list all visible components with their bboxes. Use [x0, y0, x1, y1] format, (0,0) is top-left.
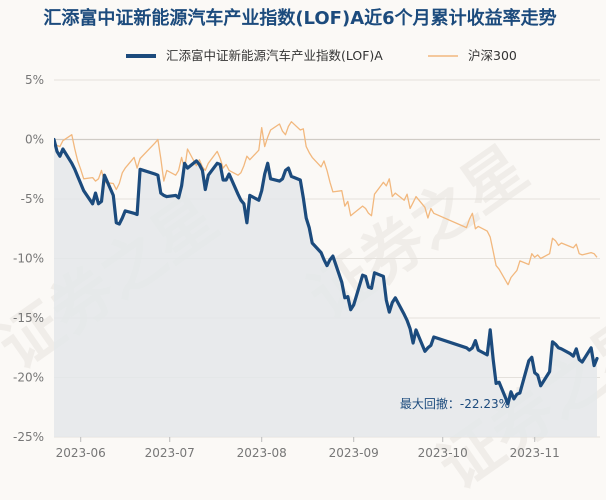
x-tick-label-5: 2023-11 — [510, 446, 560, 460]
max-drawdown-annotation: 最大回撤：-22.23% — [400, 396, 510, 411]
y-tick-label-5: -20% — [13, 371, 44, 385]
y-tick-label-0: 5% — [25, 73, 44, 87]
y-tick-label-1: 0% — [25, 133, 44, 147]
x-tick-label-4: 2023-10 — [418, 446, 468, 460]
legend: 汇添富中证新能源汽车产业指数(LOF)A 沪深300 — [126, 48, 517, 63]
fund-area — [54, 139, 597, 437]
x-tick-label-3: 2023-09 — [329, 446, 379, 460]
legend-item-fund: 汇添富中证新能源汽车产业指数(LOF)A — [126, 48, 383, 63]
x-tick-label-1: 2023-07 — [145, 446, 195, 460]
series-lines — [54, 121, 599, 406]
legend-item-index: 沪深300 — [428, 48, 517, 63]
chart-title: 汇添富中证新能源汽车产业指数(LOF)A近6个月累计收益率走势 — [43, 7, 556, 29]
x-axis-ticks: 2023-06 2023-07 2023-08 2023-09 2023-10 2023-… — [56, 437, 560, 460]
legend-label-index: 沪深300 — [468, 48, 517, 63]
fund-area-fill — [54, 139, 597, 437]
y-tick-label-4: -15% — [13, 311, 44, 325]
series-line-index — [54, 121, 598, 286]
legend-label-fund: 汇添富中证新能源汽车产业指数(LOF)A — [166, 48, 383, 63]
series-line-fund — [54, 137, 599, 406]
y-tick-label-2: -5% — [21, 192, 44, 206]
y-tick-label-6: -25% — [13, 430, 44, 444]
x-tick-label-2: 2023-08 — [237, 446, 287, 460]
x-tick-label-0: 2023-06 — [56, 446, 106, 460]
y-tick-label-3: -10% — [13, 252, 44, 266]
y-axis-ticks: 5% 0% -5% -10% -15% -20% -25% — [13, 73, 44, 444]
